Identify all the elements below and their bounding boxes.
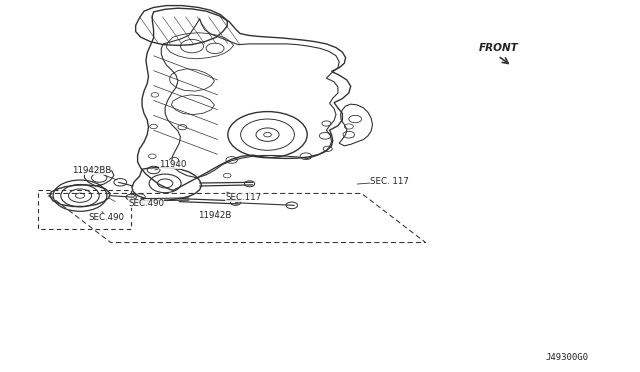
Text: SEC.490: SEC.490 — [88, 211, 124, 222]
Text: 11942B: 11942B — [198, 210, 232, 219]
Text: SEC.117: SEC.117 — [225, 192, 261, 202]
Text: 11942BB: 11942BB — [72, 166, 117, 180]
Text: 11940: 11940 — [155, 160, 186, 170]
Text: J49300G0: J49300G0 — [546, 353, 589, 362]
Text: SEC.490: SEC.490 — [128, 199, 164, 208]
Text: FRONT: FRONT — [479, 43, 518, 53]
Text: SEC. 117: SEC. 117 — [357, 177, 409, 186]
